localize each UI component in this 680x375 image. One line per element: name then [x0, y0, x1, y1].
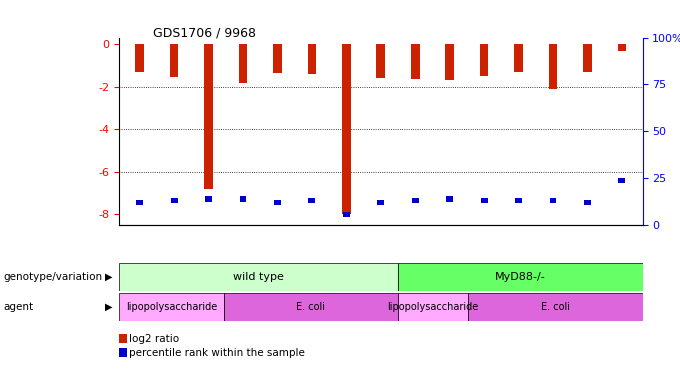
Text: GDS1706 / 9968: GDS1706 / 9968: [153, 26, 256, 39]
Text: E. coli: E. coli: [296, 302, 326, 312]
Text: genotype/variation: genotype/variation: [3, 272, 103, 282]
Bar: [398, 292, 468, 321]
Bar: [342, 44, 351, 214]
Bar: [549, 44, 558, 88]
Bar: [480, 44, 488, 76]
Bar: [204, 44, 213, 189]
Bar: [514, 44, 523, 72]
Bar: [468, 292, 643, 321]
Text: ▶: ▶: [105, 272, 112, 282]
Text: E. coli: E. coli: [541, 302, 570, 312]
Bar: [377, 200, 384, 205]
Text: ▶: ▶: [105, 302, 112, 312]
Bar: [205, 196, 212, 202]
Bar: [135, 44, 144, 72]
Bar: [273, 44, 282, 73]
Bar: [239, 44, 248, 83]
Bar: [549, 198, 556, 203]
Bar: [119, 292, 224, 321]
Bar: [239, 196, 246, 202]
Bar: [583, 44, 592, 72]
Bar: [481, 198, 488, 203]
Bar: [170, 44, 178, 77]
Text: wild type: wild type: [233, 272, 284, 282]
Bar: [224, 292, 398, 321]
Text: log2 ratio: log2 ratio: [129, 334, 180, 344]
Bar: [411, 44, 420, 79]
Bar: [398, 262, 643, 291]
Bar: [515, 198, 522, 203]
Bar: [446, 196, 453, 202]
Bar: [171, 198, 177, 203]
Text: agent: agent: [3, 302, 33, 312]
Bar: [412, 198, 419, 203]
Bar: [307, 44, 316, 74]
Bar: [119, 262, 398, 291]
Bar: [343, 211, 350, 217]
Bar: [136, 200, 143, 205]
Text: percentile rank within the sample: percentile rank within the sample: [129, 348, 305, 357]
Text: MyD88-/-: MyD88-/-: [495, 272, 546, 282]
Text: lipopolysaccharide: lipopolysaccharide: [388, 302, 479, 312]
Text: lipopolysaccharide: lipopolysaccharide: [126, 302, 217, 312]
Bar: [274, 200, 281, 205]
Bar: [445, 44, 454, 80]
Bar: [309, 198, 316, 203]
Bar: [584, 200, 591, 205]
Bar: [617, 44, 626, 51]
Bar: [377, 44, 385, 78]
Bar: [619, 178, 626, 183]
